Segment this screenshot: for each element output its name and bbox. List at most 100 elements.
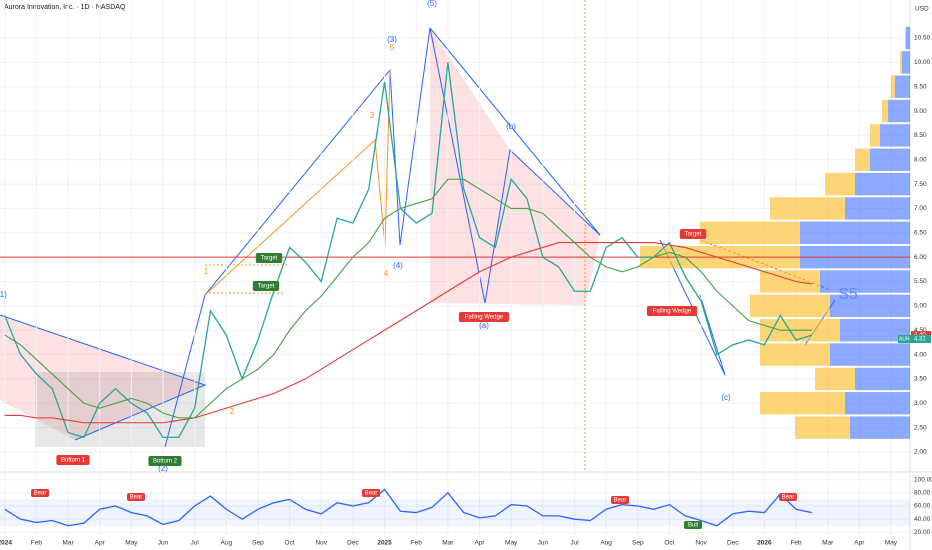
x-tick-label: May [505,540,518,547]
profile-up [906,26,910,50]
profile-up [895,75,910,98]
profile-down [770,197,845,220]
price-tag-label: 4.32 [914,337,926,343]
profile-up [845,392,910,415]
y-tick-label: 5.50 [914,278,927,285]
profile-up [830,343,910,366]
y-tick-label: 100.00 [914,476,932,483]
wave-label: (a) [479,321,489,330]
wave-label: (b) [506,122,516,131]
profile-down [855,148,870,171]
y-tick-label: 40.00 [914,516,931,523]
profile-up [870,148,910,171]
x-tick-label: Feb [31,540,43,547]
x-tick-label: May [125,540,138,547]
ticker-label: AUR [899,336,910,342]
x-tick-label: Mar [62,540,74,547]
triangle [0,315,205,440]
profile-down [905,26,906,50]
x-tick-label: 2025 [377,540,392,547]
profile-up [880,124,910,147]
signal-badge [611,496,629,504]
rsi-band [0,499,910,526]
profile-up [855,367,910,391]
wave-label: 1 [204,267,209,276]
profile-up [800,221,910,245]
x-tick-label: Apr [474,540,485,547]
profile-down [825,172,855,196]
profile-up [850,416,910,439]
signal-badge [31,489,49,497]
wave-label: 5 [390,43,395,52]
x-tick-label: 2026 [757,540,772,547]
x-tick-label: Mar [822,540,834,547]
x-tick-label: Dec [347,540,359,547]
series-line [4,241,812,424]
x-tick-label: Oct [664,540,674,547]
badge [255,253,283,263]
signal-label: Bear [34,491,47,497]
x-tick-label: Jul [191,540,200,547]
wave-label: (c) [721,393,731,402]
profile-down [760,392,845,415]
y-tick-label: 7.50 [914,181,927,188]
abc-zone [430,28,600,305]
profile-down [795,416,850,439]
x-tick-label: Sep [252,540,264,547]
patterns [0,0,836,470]
profile-down [760,343,830,366]
profile-down [870,124,880,147]
signal-badge [779,493,797,501]
badge [56,455,90,465]
profile-up [840,319,910,342]
signal-badge [127,493,145,501]
y-tick-label: 8.50 [914,132,927,139]
signal-label: Bear [130,495,143,501]
badge-label: Bottom 2 [153,459,178,465]
badge [252,281,280,291]
profile-down [882,99,888,123]
profile-down [760,270,820,293]
y-tick-label: 10.00 [914,59,931,66]
signal-label: Bear [365,491,378,497]
x-tick-label: Apr [95,540,106,547]
currency: USD [915,6,929,13]
y-tick-label: 8.00 [914,156,927,163]
y-tick-label: 4.00 [914,351,927,358]
profile-up [820,270,910,293]
badge-label: Falling Wedge [465,315,504,321]
y-tick-label: 6.50 [914,230,927,237]
signal-label: Bear [614,498,627,504]
signal-badge [684,521,702,529]
badge [458,312,510,322]
badge [646,306,698,316]
badge [148,456,182,466]
series-line [4,178,812,419]
y-tick-label: 4.50 [914,327,927,334]
profile-up [888,99,910,123]
ticker-tag [898,334,911,343]
series-line [4,488,813,527]
y-tick-label: 20.00 [914,529,931,536]
x-tick-label: Aug [221,540,233,547]
wave-label: (2) [158,464,168,473]
x-tick-label: Nov [695,540,707,547]
x-tick-label: Feb [411,540,423,547]
x-tick-label: Mar [442,540,454,547]
y-tick-label: 80.00 [914,490,931,497]
wedge-line [659,239,726,376]
badge-label: Target [258,284,275,290]
x-tick-label: Jun [158,540,169,547]
y-tick-label: 5.00 [914,303,927,310]
x-tick-label: Dec [727,540,739,547]
profile-up [845,197,910,220]
y-tick-label: 3.00 [914,400,927,407]
chart-title: Aurora Innovation, Inc. · 1D · NASDAQ [4,4,126,11]
profile-up [855,172,910,196]
badge-label: Bottom 1 [61,458,86,464]
profile-down [891,75,895,98]
profile-up [830,294,910,318]
signal-badge [362,489,380,497]
wave-label: (5) [427,0,437,8]
